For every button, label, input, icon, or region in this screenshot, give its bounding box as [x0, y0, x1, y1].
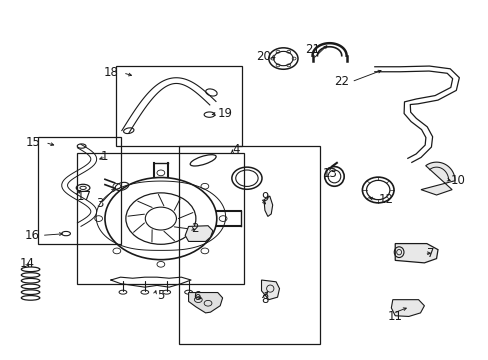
Bar — [38, 137, 120, 244]
Polygon shape — [261, 280, 279, 300]
Text: 8: 8 — [261, 293, 268, 306]
Text: 9: 9 — [261, 192, 268, 204]
Text: 7: 7 — [426, 247, 433, 260]
Text: 13: 13 — [322, 167, 337, 180]
Text: 1: 1 — [101, 150, 108, 163]
Text: 12: 12 — [377, 193, 392, 206]
Text: 4: 4 — [232, 143, 239, 156]
Text: 5: 5 — [157, 288, 164, 302]
Text: 17: 17 — [77, 190, 92, 203]
Bar — [77, 153, 244, 284]
Text: 2: 2 — [191, 222, 198, 235]
Text: 19: 19 — [217, 107, 232, 120]
Polygon shape — [264, 196, 272, 216]
Text: 22: 22 — [333, 75, 348, 88]
Text: 11: 11 — [387, 310, 402, 323]
Polygon shape — [188, 293, 222, 313]
Text: 6: 6 — [193, 289, 201, 303]
Text: 21: 21 — [305, 43, 320, 56]
Text: 14: 14 — [20, 257, 35, 270]
Polygon shape — [420, 162, 454, 195]
Bar — [116, 66, 242, 146]
Text: 15: 15 — [25, 136, 40, 149]
Bar — [179, 146, 319, 344]
Text: 3: 3 — [96, 197, 103, 210]
Text: 10: 10 — [450, 174, 465, 186]
Text: 16: 16 — [24, 229, 39, 242]
Polygon shape — [390, 300, 424, 316]
Text: 18: 18 — [103, 66, 118, 79]
Polygon shape — [394, 244, 437, 263]
Text: 20: 20 — [256, 50, 271, 63]
Polygon shape — [185, 226, 212, 242]
